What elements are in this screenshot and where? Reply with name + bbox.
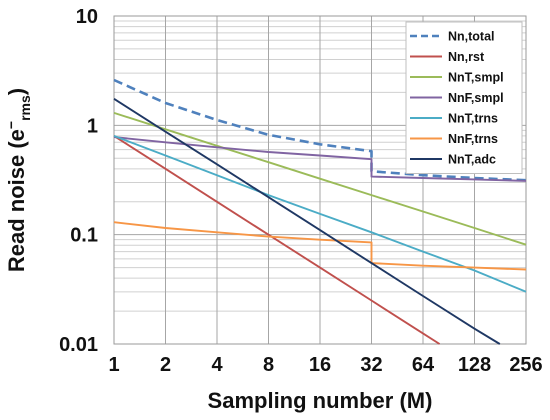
x-tick-label: 128 <box>458 354 491 376</box>
y-tick-label: 0.1 <box>70 225 98 247</box>
x-tick-label: 16 <box>309 354 331 376</box>
y-tick-label: 1 <box>87 115 98 137</box>
y-tick-label: 0.01 <box>59 334 98 356</box>
legend-label: NnT,adc <box>448 153 496 167</box>
y-axis-title-main: Read noise (e <box>4 129 29 272</box>
x-tick-label: 1 <box>108 354 119 376</box>
tick-labels: 1 2 4 8 16 32 64 128 256 0.01 0.1 1 10 <box>59 6 543 376</box>
y-axis-title-subscript: rms <box>17 95 33 121</box>
x-tick-label: 256 <box>509 354 542 376</box>
legend-label: NnF,trns <box>448 132 498 146</box>
series-line-1 <box>113 135 441 345</box>
x-tick-label: 2 <box>160 354 171 376</box>
y-axis-title-close: ) <box>4 88 29 95</box>
legend-label: Nn,rst <box>448 50 485 64</box>
x-tick-label: 8 <box>263 354 274 376</box>
legend-label: Nn,total <box>448 30 495 44</box>
x-tick-label: 64 <box>412 354 435 376</box>
series-line-6 <box>113 97 501 345</box>
y-axis-title-superscript: − <box>3 121 19 129</box>
series-line-3 <box>113 136 527 182</box>
x-tick-label: 4 <box>211 354 223 376</box>
series-line-4 <box>113 135 527 293</box>
x-tick-label: 32 <box>360 354 382 376</box>
legend: Nn,total Nn,rst NnT,smpl NnF,smpl NnT,trns Nn… <box>405 21 523 174</box>
legend-label: NnT,trns <box>448 112 498 126</box>
legend-label: NnT,smpl <box>448 71 504 85</box>
series-line-2 <box>113 111 527 246</box>
x-axis-title: Sampling number (M) <box>208 388 433 413</box>
series-layer <box>113 78 527 345</box>
y-tick-label: 10 <box>76 6 98 28</box>
series-line-0 <box>113 78 527 182</box>
y-axis-title: Read noise (e−rms) <box>3 88 33 272</box>
series-line-5 <box>113 221 527 271</box>
legend-label: NnF,smpl <box>448 91 504 105</box>
